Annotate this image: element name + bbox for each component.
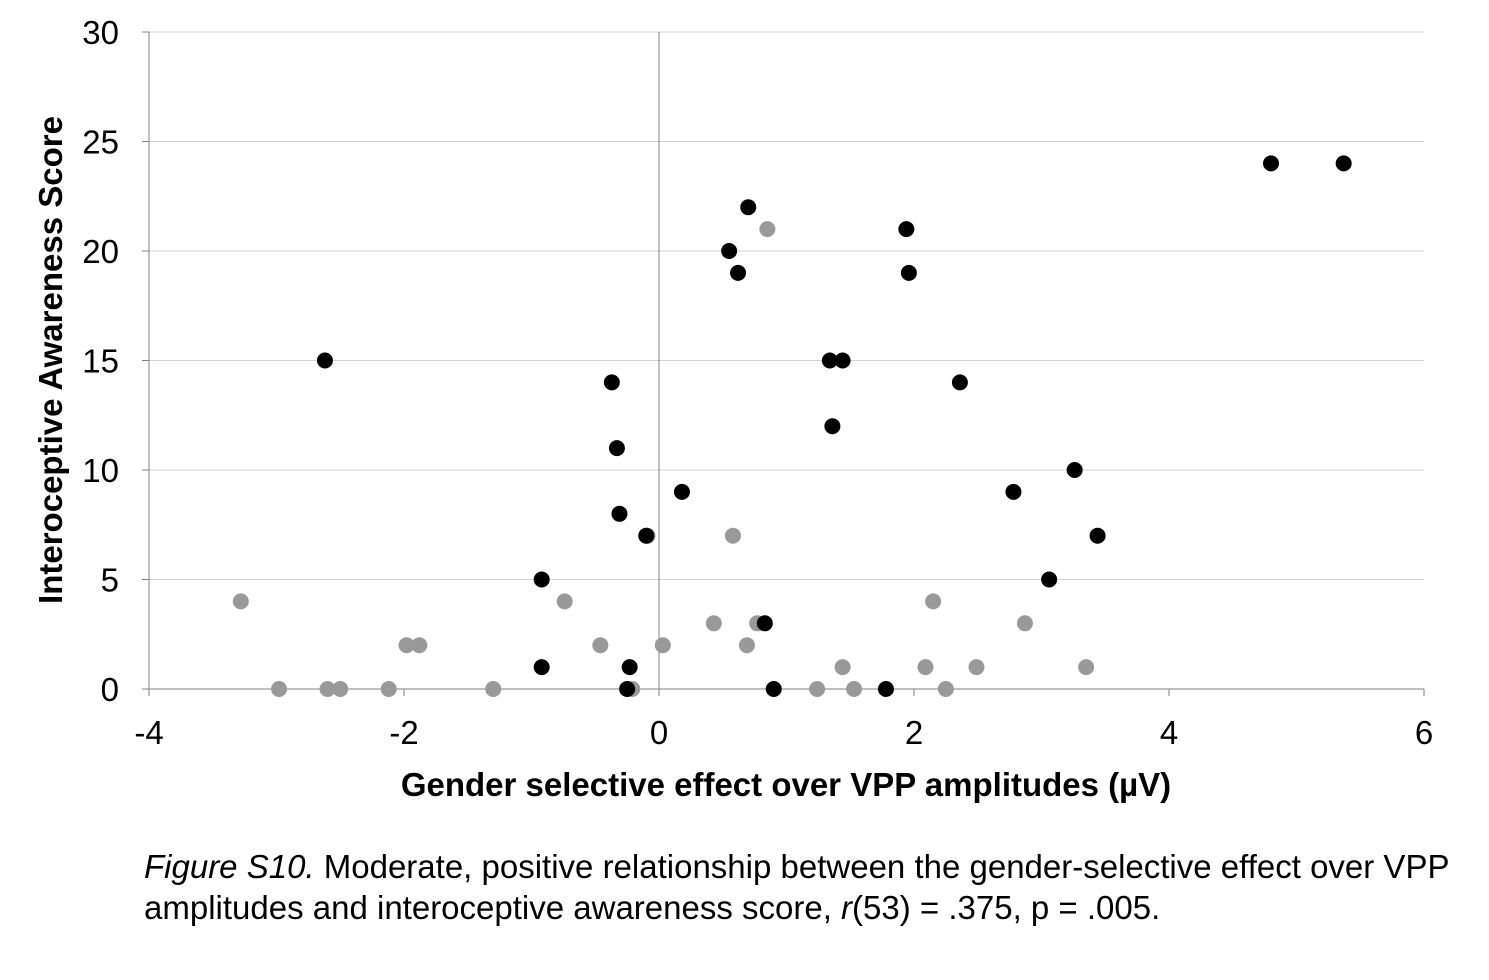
data-point-gray — [759, 221, 776, 238]
data-point-black — [951, 374, 968, 391]
data-point-black — [877, 681, 894, 697]
gridlines — [149, 31, 1424, 580]
figure-caption: Figure S10. Moderate, positive relations… — [144, 846, 1474, 928]
x-tick-label: 6 — [1415, 714, 1433, 751]
caption-stats: (53) = .375, p = .005. — [852, 889, 1161, 926]
data-point-black — [1066, 462, 1083, 478]
data-point-gray — [846, 681, 863, 697]
data-point-black — [1005, 483, 1022, 500]
data-point-gray — [556, 593, 573, 610]
y-tick-label: 5 — [101, 562, 119, 599]
data-point-gray — [654, 637, 671, 654]
data-point-gray — [738, 637, 755, 654]
data-point-black — [1335, 155, 1352, 172]
data-point-black — [603, 374, 620, 391]
data-point-black — [1041, 571, 1058, 588]
y-tick-label: 15 — [82, 343, 119, 380]
caption-text: Moderate, positive relationship between … — [144, 848, 1449, 926]
scatter-chart: 0 5 10 15 20 25 30 -4 -2 0 2 4 6 Gender selective ef… — [32, 14, 1433, 803]
data-point-black — [721, 243, 738, 259]
data-point-black — [533, 659, 550, 676]
x-tick-label: 0 — [650, 714, 668, 751]
x-tick-label: 2 — [905, 714, 923, 751]
x-tick-label: 4 — [1160, 714, 1178, 751]
data-point-gray — [485, 681, 502, 697]
data-point-black — [730, 264, 747, 281]
y-tick-label: 30 — [82, 14, 119, 51]
data-point-gray — [925, 593, 942, 610]
data-point-black — [756, 615, 773, 632]
data-point-black — [1263, 155, 1279, 172]
y-tick-label: 25 — [82, 124, 119, 161]
data-point-gray — [271, 681, 288, 697]
data-point-black — [740, 199, 757, 216]
data-point-black — [621, 659, 638, 676]
data-point-gray — [232, 593, 249, 610]
x-tick-label: -2 — [389, 714, 418, 751]
data-point-gray — [319, 681, 336, 697]
caption-r-symbol: r — [841, 889, 853, 926]
data-point-gray — [380, 681, 397, 697]
data-point-gray — [968, 659, 985, 676]
data-point-black — [316, 352, 333, 369]
data-point-black — [1089, 527, 1106, 544]
data-point-black — [638, 527, 655, 544]
data-point-gray — [724, 527, 741, 544]
data-point-gray — [937, 681, 954, 697]
data-point-black — [900, 264, 917, 281]
data-point-gray — [834, 659, 851, 676]
axes — [142, 31, 1425, 696]
data-point-black — [821, 352, 838, 369]
y-tick-label: 10 — [82, 452, 119, 489]
data-point-black — [765, 681, 782, 697]
y-tick-label: 0 — [101, 671, 119, 708]
data-point-gray — [332, 681, 349, 697]
y-tick-label: 20 — [82, 233, 119, 270]
data-point-gray — [705, 615, 722, 632]
data-point-black — [673, 483, 690, 500]
data-point-black — [608, 440, 625, 457]
data-point-black — [834, 352, 851, 369]
data-point-black — [824, 418, 841, 435]
data-point-gray — [1078, 659, 1095, 676]
data-points — [232, 155, 1352, 697]
data-point-black — [533, 571, 550, 588]
tick-labels: 0 5 10 15 20 25 30 -4 -2 0 2 4 6 — [82, 14, 1433, 751]
data-point-gray — [917, 659, 934, 676]
data-point-black — [619, 681, 636, 697]
data-point-gray — [809, 681, 826, 697]
data-point-gray — [398, 637, 415, 654]
data-point-gray — [411, 637, 428, 654]
x-axis-label: Gender selective effect over VPP amplitu… — [401, 766, 1171, 803]
data-point-black — [611, 505, 628, 522]
data-point-gray — [592, 637, 609, 654]
data-point-gray — [1016, 615, 1033, 632]
y-axis-label: Interoceptive Awareness Score — [32, 116, 69, 604]
figure-label: Figure S10. — [144, 848, 315, 885]
x-tick-label: -4 — [134, 714, 163, 751]
data-point-black — [898, 221, 915, 238]
